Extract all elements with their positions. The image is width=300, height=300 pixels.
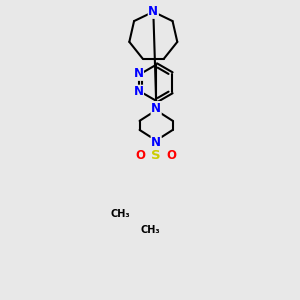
Text: S: S [151,149,161,162]
Text: O: O [136,149,146,162]
Text: CH₃: CH₃ [110,208,130,219]
Text: CH₃: CH₃ [140,225,160,235]
Text: N: N [151,136,161,149]
Text: N: N [148,5,158,18]
Text: O: O [167,149,177,162]
Text: N: N [134,67,143,80]
Text: N: N [134,85,143,98]
Text: N: N [151,102,161,115]
